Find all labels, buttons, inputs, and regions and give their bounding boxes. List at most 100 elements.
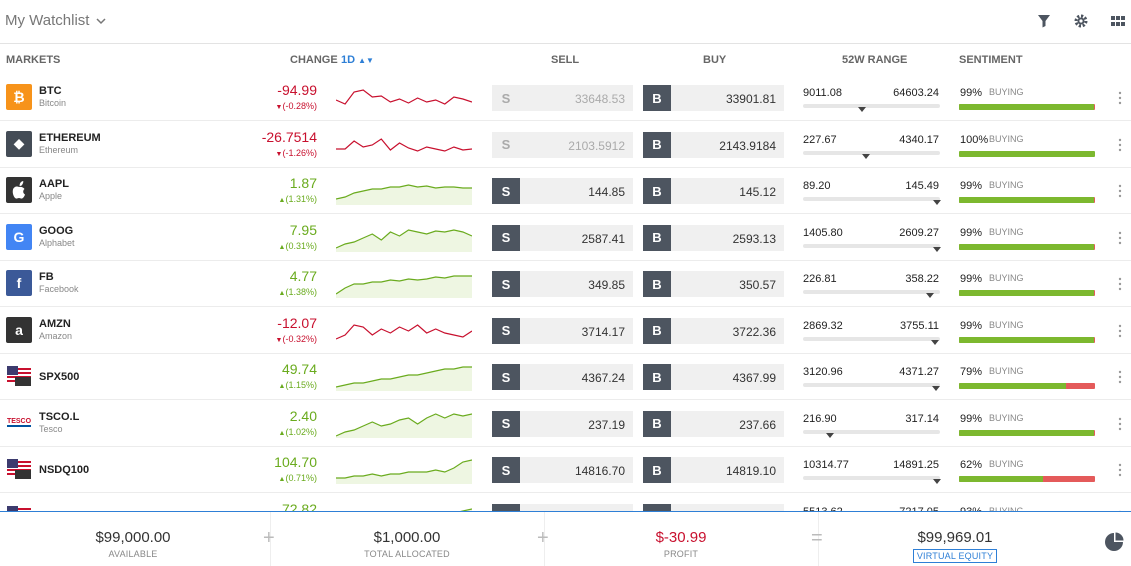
market-symbol[interactable]: FB <box>39 271 54 283</box>
sentiment-fill <box>959 197 1094 203</box>
market-symbol[interactable]: GOOG <box>39 224 74 237</box>
market-symbol[interactable]: ETHEREUM <box>39 131 101 144</box>
more-options-icon[interactable] <box>1114 369 1126 385</box>
bitcoin-icon: ₿ <box>6 84 32 110</box>
change-percent: ▲(0.31%) <box>279 241 317 251</box>
sell-button[interactable]: S 237.19 <box>492 410 633 437</box>
sentiment-bar <box>959 243 1095 250</box>
sell-button[interactable]: S 14816.70 <box>492 457 633 483</box>
sell-button[interactable]: S 3714.17 <box>492 317 633 344</box>
arrow-down-icon: ▼ <box>275 104 283 111</box>
market-name: Tesco <box>39 423 63 434</box>
table-row[interactable]: 72.82 S B 5513.62 7217.05 93% BUYING <box>0 493 1131 512</box>
more-options-icon[interactable] <box>1114 276 1126 292</box>
market-symbol[interactable]: SPX500 <box>39 371 80 383</box>
sentiment-fill <box>959 243 1094 250</box>
sentiment-fill <box>959 150 1095 157</box>
more-options-icon[interactable] <box>1114 416 1126 432</box>
market-name: Facebook <box>39 284 79 294</box>
range-marker <box>933 246 942 252</box>
sell-tag: S <box>492 131 520 158</box>
buy-price: 350.57 <box>671 271 784 297</box>
grid-view-icon[interactable] <box>1110 13 1126 29</box>
table-row[interactable]: ◆ ETHEREUM Ethereum -26.7514 ▼(-1.26%) S 2103.… <box>0 121 1131 168</box>
table-row[interactable]: TESCO TSCO.L Tesco 2.40 ▲(1.02%) S 237.19 B 237.… <box>0 400 1131 447</box>
sell-header: SELL <box>551 54 580 66</box>
sell-button[interactable]: S 33648.53 <box>492 85 633 111</box>
markets-header[interactable]: MARKETS <box>6 54 61 66</box>
sell-button[interactable]: S 4367.24 <box>492 364 633 390</box>
sell-button[interactable]: S 2103.5912 <box>492 131 633 158</box>
change-header[interactable]: CHANGE <box>290 54 338 66</box>
ethereum-icon: ◆ <box>6 130 32 157</box>
sell-button[interactable]: S 349.85 <box>492 271 633 297</box>
more-options-icon[interactable] <box>1114 323 1126 339</box>
sentiment-fill <box>959 383 1067 389</box>
buy-button[interactable]: B 4367.99 <box>643 364 784 390</box>
table-row[interactable]: ₿ BTC Bitcoin -94.99 ▼(-0.28%) S 33648.53 B 3390… <box>0 74 1131 121</box>
sell-tag: S <box>492 503 520 511</box>
table-row[interactable]: a AMZN Amazon -12.07 ▼(-0.32%) S 3714.17 B 3722.… <box>0 307 1131 354</box>
buy-button[interactable]: B 33901.81 <box>643 85 784 111</box>
arrow-up-icon: ▲ <box>278 290 286 297</box>
buy-button[interactable]: B 350.57 <box>643 271 784 297</box>
market-symbol[interactable]: AMZN <box>39 317 71 330</box>
more-options-icon[interactable] <box>1114 509 1126 512</box>
sell-price: 14816.70 <box>520 457 633 483</box>
buy-button[interactable]: B 145.12 <box>643 178 784 204</box>
sentiment-bar <box>959 197 1095 203</box>
period-selector[interactable]: 1D ▲▼ <box>341 54 374 66</box>
buy-button[interactable]: B 14819.10 <box>643 457 784 483</box>
market-name: Bitcoin <box>39 98 67 108</box>
equity-label[interactable]: VIRTUAL EQUITY <box>912 549 998 563</box>
sell-button[interactable]: S 144.85 <box>492 178 633 204</box>
change-percent: ▲(0.71%) <box>279 473 317 483</box>
more-options-icon[interactable] <box>1114 462 1126 478</box>
sparkline-chart <box>336 323 472 340</box>
sentiment-bar <box>959 104 1095 110</box>
range-bar <box>803 429 940 438</box>
range-bar <box>803 336 940 345</box>
watchlist-selector[interactable]: My Watchlist <box>5 12 107 29</box>
range-bar <box>803 383 940 391</box>
change-percent-value: (-1.26%) <box>282 147 317 158</box>
arrow-down-icon: ▼ <box>275 336 283 344</box>
table-row[interactable]: AAPL Apple 1.87 ▲(1.31%) S 144.85 B 145.12 89.20… <box>0 167 1131 214</box>
gear-icon[interactable] <box>1073 13 1089 29</box>
more-options-icon[interactable] <box>1114 230 1126 246</box>
sell-button[interactable]: S <box>492 503 633 511</box>
more-options-icon[interactable] <box>1114 90 1126 106</box>
change-value: 2.40 <box>289 407 317 424</box>
range-high: 2609.27 <box>899 226 939 239</box>
sentiment-fill <box>959 429 1094 436</box>
sell-button[interactable]: S 2587.41 <box>492 224 633 251</box>
range-high: 64603.24 <box>893 87 939 99</box>
buy-button[interactable]: B 3722.36 <box>643 317 784 344</box>
table-row[interactable]: G GOOG Alphabet 7.95 ▲(0.31%) S 2587.41 B 2593.1… <box>0 214 1131 261</box>
filter-icon[interactable] <box>1036 13 1052 29</box>
more-options-icon[interactable] <box>1114 137 1126 153</box>
range-low: 1405.80 <box>803 226 843 239</box>
plus-sign: + <box>263 527 275 549</box>
chevron-down-icon <box>96 17 106 24</box>
market-symbol[interactable]: NSDQ100 <box>39 464 90 476</box>
buy-price: 237.66 <box>671 410 784 437</box>
buy-button[interactable]: B 2143.9184 <box>643 131 784 158</box>
range-bar <box>803 197 942 205</box>
buy-button[interactable]: B 2593.13 <box>643 224 784 251</box>
market-symbol[interactable]: TSCO.L <box>39 410 80 423</box>
market-symbol[interactable]: AAPL <box>39 178 69 190</box>
sentiment-percent: 99% <box>960 319 983 332</box>
market-symbol[interactable]: BTC <box>39 85 62 97</box>
change-value: -12.07 <box>277 314 317 331</box>
pie-chart-icon[interactable] <box>1104 532 1124 552</box>
table-row[interactable]: NSDQ100 104.70 ▲(0.71%) S 14816.70 B 14819.10 1… <box>0 446 1131 493</box>
buy-button[interactable]: B 237.66 <box>643 410 784 437</box>
sell-tag: S <box>492 85 520 111</box>
table-row[interactable]: f FB Facebook 4.77 ▲(1.38%) S 349.85 B 350.57 226… <box>0 260 1131 307</box>
more-options-icon[interactable] <box>1114 183 1126 199</box>
change-percent: ▲(1.02%) <box>279 427 317 437</box>
table-row[interactable]: SPX500 49.74 ▲(1.15%) S 4367.24 B 4367.99 3120.… <box>0 353 1131 400</box>
sell-price <box>520 503 633 511</box>
buy-button[interactable]: B <box>643 503 784 511</box>
